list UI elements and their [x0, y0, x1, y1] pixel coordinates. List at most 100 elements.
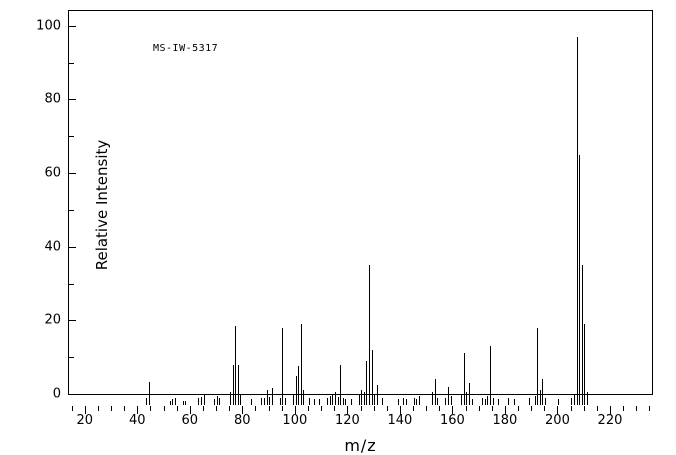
y-tick-label: 0: [52, 386, 61, 402]
spectrum-peak: [374, 393, 375, 405]
spectrum-peak: [264, 397, 265, 405]
x-tick-minor: [413, 406, 415, 411]
spectrum-peak: [309, 397, 310, 405]
x-axis-title: m/z: [344, 436, 377, 455]
spectrum-peak: [432, 392, 433, 405]
spectrum-peak: [537, 327, 538, 405]
spectrum-peak: [185, 400, 186, 405]
spectrum-peak: [514, 399, 515, 405]
x-tick-minor: [439, 406, 441, 411]
y-tick-major: [69, 320, 76, 322]
x-tick-label: 220: [597, 413, 623, 428]
y-tick-major: [69, 394, 76, 395]
spectrum-peak: [364, 392, 365, 405]
spectrum-peak: [269, 396, 270, 405]
x-tick-minor: [465, 406, 467, 411]
x-tick-major: [557, 406, 559, 414]
spectrum-peak: [330, 395, 331, 405]
spectrum-peak: [335, 392, 336, 405]
spectrum-peak: [487, 395, 488, 405]
spectrum-peak: [149, 382, 150, 405]
spectrum-peak: [414, 397, 415, 405]
x-tick-label: 180: [492, 413, 518, 428]
x-tick-major: [137, 406, 139, 414]
x-tick-minor: [360, 406, 362, 411]
spectrum-peaks-inner: [138, 22, 676, 405]
x-tick-minor: [636, 406, 638, 411]
spectrum-peak: [319, 399, 320, 405]
spectrum-peak: [445, 397, 446, 405]
plot-area: MS-IW-5317 Relative Intensity m/z 0 20 40 6…: [36, 10, 653, 455]
x-tick-minor: [478, 406, 480, 411]
spectrum-peak: [272, 388, 273, 405]
spectrum-peak: [282, 327, 283, 405]
spectrum-peak: [469, 382, 470, 405]
spectrum-peak: [416, 399, 417, 405]
spectrum-peak: [493, 397, 494, 405]
y-tick-major: [69, 99, 76, 101]
spectrum-peak: [542, 379, 543, 405]
x-tick-minor: [71, 406, 73, 411]
spectrum-peak: [351, 399, 352, 405]
y-tick-label: 80: [44, 91, 61, 107]
y-tick-major: [69, 246, 76, 248]
spectrum-peak: [582, 265, 583, 405]
y-tick-label: 20: [44, 312, 61, 328]
x-tick-major: [347, 406, 349, 414]
spectrum-peak: [372, 349, 373, 405]
spectrum-peak: [296, 375, 297, 405]
spectrum-peak: [314, 399, 315, 405]
spectrum-peak: [579, 154, 580, 405]
sample-label: MS-IW-5317: [153, 43, 219, 54]
spectrum-peak: [359, 393, 360, 405]
y-tick-label: 60: [44, 165, 61, 181]
spectrum-peak: [403, 397, 404, 405]
x-tick-major: [452, 406, 454, 414]
spectrum-peak: [545, 397, 546, 405]
spectrum-peak: [343, 397, 344, 405]
x-tick-label: 40: [128, 413, 146, 428]
x-tick-major: [609, 406, 611, 414]
spectrum-peak: [240, 393, 241, 405]
spectrum-peak: [235, 325, 236, 405]
spectrum-peak: [490, 346, 491, 405]
x-tick-minor: [491, 406, 493, 411]
x-tick-label: 120: [334, 413, 360, 428]
spectrum-peak: [529, 397, 530, 405]
spectrum-peak: [238, 364, 239, 405]
y-tick-label: 100: [36, 18, 61, 34]
spectrum-peak: [298, 366, 299, 405]
x-tick-major: [189, 406, 191, 414]
x-tick-minor: [623, 406, 625, 411]
spectrum-peak: [219, 397, 220, 405]
spectrum-peak: [406, 399, 407, 405]
x-tick-minor: [255, 406, 257, 411]
spectrum-peak: [146, 397, 147, 405]
spectrum-peak: [261, 397, 262, 405]
spectrum-peak: [366, 360, 367, 405]
spectrum-peak: [204, 393, 205, 405]
spectrum-peak: [574, 393, 575, 405]
spectrum-peak: [558, 399, 559, 405]
spectrum-peak: [464, 353, 465, 405]
x-tick-minor: [321, 406, 323, 411]
x-tick-minor: [518, 406, 520, 411]
spectrum-peak: [217, 395, 218, 405]
spectrum-peak: [398, 399, 399, 405]
x-tick-minor: [531, 406, 533, 411]
spectrum-peak: [508, 397, 509, 405]
x-tick-major: [504, 406, 506, 414]
spectrum-peak: [448, 386, 449, 405]
spectrum-peak: [327, 397, 328, 405]
x-tick-minor: [97, 406, 99, 411]
spectrum-peak: [485, 399, 486, 405]
x-tick-minor: [596, 406, 598, 411]
spectrum-peak: [175, 397, 176, 405]
spectrum-peak: [267, 390, 268, 405]
spectrum-peak: [303, 390, 304, 405]
x-tick-minor: [373, 406, 375, 411]
y-tick-minor: [69, 62, 74, 64]
x-tick-minor: [307, 406, 309, 411]
y-tick-minor: [69, 357, 74, 359]
spectrum-peak: [172, 399, 173, 405]
